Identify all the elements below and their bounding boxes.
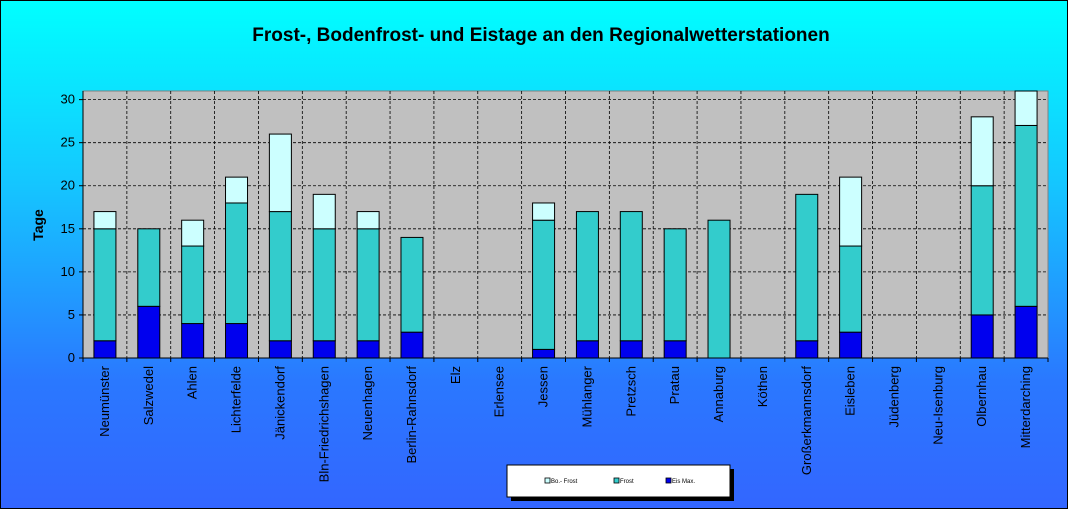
chart-title: Frost-, Bodenfrost- und Eistage an den R… xyxy=(252,25,829,46)
bar-segment xyxy=(970,314,994,359)
bar-segment xyxy=(356,340,380,359)
bar-segment xyxy=(400,236,424,333)
bar-segment xyxy=(839,331,863,359)
y-tick-label: 5 xyxy=(68,307,75,322)
bar-segment xyxy=(93,228,117,342)
x-tick-label: Jänickendorf xyxy=(272,366,287,440)
legend: Bo.- Frost Frost Eis Max. xyxy=(506,464,734,501)
bar-segment xyxy=(1014,124,1038,307)
x-tick-label: Pretzsch xyxy=(623,366,638,417)
x-tick-label: Jüdenberg xyxy=(886,366,901,427)
x-tick-label: Pratau xyxy=(667,366,682,404)
x-tick-label: Mitterdarching xyxy=(1018,366,1033,448)
bar-segment xyxy=(619,340,643,359)
x-tick-label: Elz xyxy=(448,366,463,384)
bar-segment xyxy=(795,193,819,342)
bar-segment xyxy=(619,211,643,342)
x-tick-label: Jessen xyxy=(536,366,551,407)
bar-segment xyxy=(400,331,424,359)
x-tick-label: Salzwedel xyxy=(141,366,156,425)
y-tick-label: 0 xyxy=(68,350,75,365)
bar-segment xyxy=(181,323,205,359)
bar-segment xyxy=(1014,90,1038,126)
x-tick-label: Erlensee xyxy=(492,366,507,417)
x-tick-label: Annaburg xyxy=(711,366,726,422)
legend-swatch xyxy=(665,477,672,484)
bar-segment xyxy=(707,219,731,359)
bar-segment xyxy=(575,211,599,342)
x-tick-label: Olbernhau xyxy=(974,366,989,427)
bar-segment xyxy=(532,202,556,221)
bar-segment xyxy=(268,340,292,359)
bar-segment xyxy=(532,219,556,350)
bar-segment xyxy=(137,305,161,359)
bar-segment xyxy=(181,219,205,247)
legend-label: Frost xyxy=(620,479,634,485)
bar-segment xyxy=(663,228,687,342)
bar-segment xyxy=(137,228,161,307)
x-tick-label: Großerkmannsdorf xyxy=(799,366,814,475)
x-tick-label: Lichterfelde xyxy=(229,366,244,433)
bar-segment xyxy=(268,133,292,213)
y-axis-label: Tage xyxy=(30,209,46,241)
x-tick-label: Ahlen xyxy=(185,366,200,399)
legend-label: Bo.- Frost xyxy=(551,479,578,485)
x-tick-label: Eisleben xyxy=(843,366,858,416)
y-tick-label: 15 xyxy=(61,221,75,236)
bar-segment xyxy=(663,340,687,359)
bar-segment xyxy=(970,116,994,187)
bar-segment xyxy=(795,340,819,359)
bar-segment xyxy=(225,202,249,325)
y-tick-label: 30 xyxy=(61,92,75,107)
bar-segment xyxy=(1014,305,1038,359)
bar-segment xyxy=(93,340,117,359)
x-tick-label: Neu-Isenburg xyxy=(930,366,945,445)
legend-swatch xyxy=(613,477,620,484)
bar-segment xyxy=(268,211,292,342)
bar-segment xyxy=(181,245,205,325)
bar-segment xyxy=(839,176,863,247)
x-tick-label: Bln-Friedrichshagen xyxy=(316,366,331,482)
legend-label: Eis Max. xyxy=(672,479,695,485)
bar-segment xyxy=(532,348,556,359)
x-tick-label: Berlin-Rahnsdorf xyxy=(404,366,419,464)
bar-segment xyxy=(225,323,249,359)
x-tick-label: Mühlanger xyxy=(579,365,594,427)
bar-segment xyxy=(839,245,863,333)
x-tick-label: Neuenhagen xyxy=(360,366,375,440)
bar-segment xyxy=(225,176,249,204)
bar-segment xyxy=(575,340,599,359)
bar-segment xyxy=(312,340,336,359)
bar-segment xyxy=(93,211,117,230)
x-tick-label: Köthen xyxy=(755,366,770,407)
bar-segment xyxy=(356,211,380,230)
bar-segment xyxy=(356,228,380,342)
bar-segment xyxy=(312,193,336,230)
y-tick-label: 20 xyxy=(61,178,75,193)
x-tick-label: Neumünster xyxy=(97,365,112,436)
legend-swatch xyxy=(544,477,551,484)
bar-segment xyxy=(970,185,994,316)
y-tick-label: 25 xyxy=(61,135,75,150)
bar-segment xyxy=(312,228,336,342)
y-tick-label: 10 xyxy=(61,264,75,279)
plot-area: 0 5 10 15 20 25 30 Neumünster Salzwedel Ahlen Lich… xyxy=(61,90,1049,482)
